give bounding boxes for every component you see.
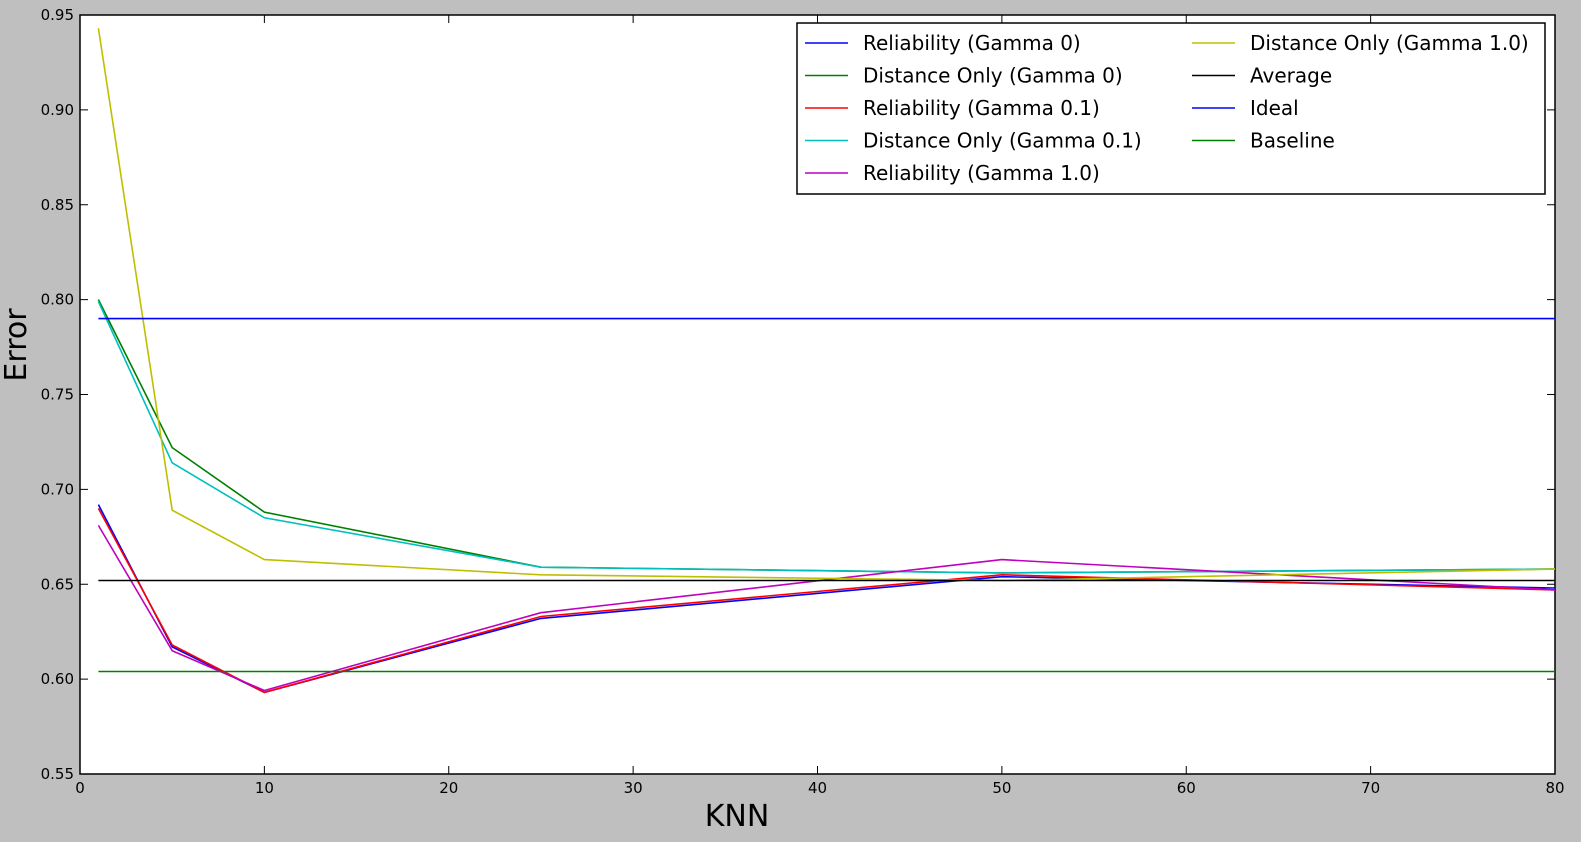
series-line-5 [97,28,1556,582]
x-axis-label: KNN [705,799,770,834]
y-axis-label: Error [0,308,34,382]
x-tick-label: 0 [75,779,85,797]
legend-label-6: Average [1250,64,1332,88]
legend-label-5: Distance Only (Gamma 1.0) [1250,31,1529,55]
x-tick-label: 10 [255,779,274,797]
legend-box [796,22,1546,195]
x-tick-label: 20 [439,779,458,797]
y-tick-label: 0.80 [41,291,74,309]
series-line-3 [97,301,1556,574]
y-tick-label: 0.85 [41,196,74,214]
legend-label-3: Distance Only (Gamma 0.1) [863,129,1142,153]
axis-ticks: 0 10 20 30 40 50 60 70 80 0.55 0.60 0.65 0.70 0.75 0.8… [41,6,1565,797]
x-tick-label: 70 [1361,779,1380,797]
series-line-4 [97,524,1556,692]
legend-label-2: Reliability (Gamma 0.1) [863,96,1100,120]
legend-label-1: Distance Only (Gamma 0) [863,64,1123,88]
y-tick-label: 0.65 [41,575,74,593]
y-tick-label: 0.90 [41,101,74,119]
x-tick-label: 30 [624,779,643,797]
legend: Reliability (Gamma 0) Distance Only (Gamm… [796,22,1546,195]
legend-label-8: Baseline [1250,129,1335,153]
legend-label-7: Ideal [1250,96,1299,120]
legend-label-0: Reliability (Gamma 0) [863,31,1081,55]
x-tick-label: 40 [808,779,827,797]
x-tick-label: 50 [992,779,1011,797]
y-tick-label: 0.75 [41,386,74,404]
x-tick-label: 60 [1177,779,1196,797]
legend-label-4: Reliability (Gamma 1.0) [863,161,1100,185]
y-tick-label: 0.60 [41,670,74,688]
series-lines [97,28,1556,694]
series-line-2 [97,508,1556,694]
y-tick-label: 0.70 [41,480,74,498]
x-tick-label: 80 [1545,779,1564,797]
y-tick-label: 0.95 [41,6,74,24]
y-tick-label: 0.55 [41,765,74,783]
